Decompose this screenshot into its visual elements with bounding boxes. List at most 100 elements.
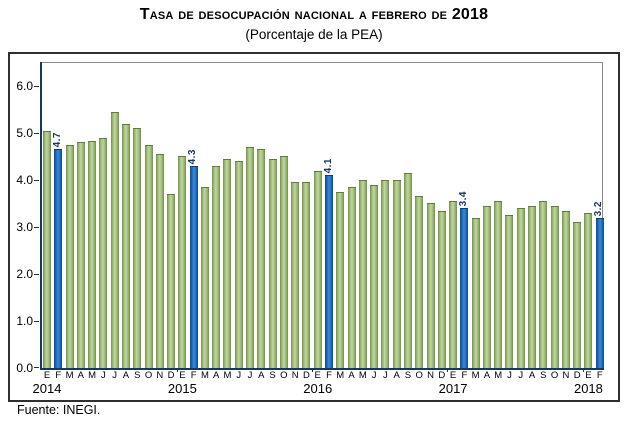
- bar-2017-M: [471, 218, 480, 368]
- bar-value-label: 3.4: [457, 190, 469, 206]
- month-label: D: [167, 370, 175, 381]
- bar-2014-M: [88, 141, 97, 368]
- y-tick-label: 4.0: [16, 173, 33, 187]
- year-label: 2017: [438, 381, 468, 396]
- y-tick-mark: [34, 320, 39, 322]
- month-label: F: [326, 370, 332, 381]
- bar-2017-E: [449, 201, 458, 368]
- bar-2014-O: [144, 145, 153, 368]
- month-label: J: [112, 370, 118, 381]
- month-label: S: [269, 370, 276, 381]
- bar-2017-J: [505, 215, 514, 368]
- plot-border-right: [602, 62, 603, 368]
- bar-2017-M: [494, 201, 503, 368]
- bar-2016-A: [347, 187, 356, 368]
- bar-2015-A: [257, 149, 266, 368]
- y-tick-label: 5.0: [16, 126, 33, 140]
- y-tick-label: 0.0: [16, 361, 33, 375]
- plot-area: 0.0 1.0 2.0 3.0 4.0 5.0 6.0 E 2014 F 4.7 M A M J J A S O N D…: [16, 62, 605, 396]
- month-label: O: [550, 370, 559, 381]
- year-separator-tick: [447, 368, 449, 372]
- month-label: A: [122, 370, 130, 381]
- month-label: M: [88, 370, 97, 381]
- bar-2015-F-highlight: [189, 166, 198, 368]
- bar-2014-S: [133, 128, 142, 368]
- month-label: E: [314, 370, 321, 381]
- month-label: M: [65, 370, 74, 381]
- bar-2017-D: [573, 222, 582, 368]
- bar-2015-E: [178, 156, 187, 368]
- month-label: S: [540, 370, 547, 381]
- month-label: J: [101, 370, 106, 381]
- bar-2017-J: [516, 208, 525, 368]
- bar-value-label: 4.1: [322, 157, 334, 173]
- y-tick-label: 3.0: [16, 220, 33, 234]
- month-label: F: [190, 370, 197, 381]
- month-label: F: [55, 370, 62, 381]
- y-tick-label: 1.0: [16, 314, 33, 328]
- bar-2017-A: [482, 206, 491, 368]
- y-tick-mark: [34, 179, 39, 181]
- year-label: 2014: [32, 381, 62, 396]
- month-label: N: [427, 370, 434, 381]
- x-axis-line: [40, 368, 604, 370]
- month-label: M: [200, 370, 209, 381]
- bar-2018-E: [584, 213, 593, 368]
- bar-2017-S: [539, 201, 548, 368]
- bar-2014-F-highlight: [54, 149, 63, 368]
- bar-value-label: 4.3: [187, 148, 199, 164]
- bar-2015-N: [291, 182, 300, 368]
- bar-2016-M: [336, 192, 345, 368]
- month-label: D: [438, 370, 446, 381]
- month-label: D: [303, 370, 310, 381]
- month-label: E: [585, 370, 592, 381]
- bar-2016-F-highlight: [325, 175, 333, 368]
- month-label: N: [156, 370, 164, 381]
- year-label: 2016: [303, 381, 333, 396]
- plot-border-top: [42, 62, 603, 63]
- month-label: M: [336, 370, 345, 381]
- bar-value-label: 3.2: [593, 200, 605, 216]
- bar-2015-J: [234, 161, 243, 368]
- bar-2017-F-highlight: [460, 208, 469, 368]
- month-label: J: [236, 370, 242, 381]
- y-tick-mark: [34, 367, 39, 368]
- bar-2015-M: [223, 159, 232, 368]
- bar-2014-A: [76, 142, 85, 368]
- month-label: A: [393, 370, 400, 381]
- chart-subtitle: (Porcentaje de la PEA): [245, 27, 383, 42]
- bar-2017-O: [550, 206, 559, 368]
- bar-2017-N: [561, 211, 570, 368]
- year-separator-tick: [176, 368, 178, 372]
- month-label: S: [134, 370, 141, 381]
- y-tick-mark: [34, 226, 39, 228]
- bar-2014-A: [121, 124, 130, 368]
- month-label: F: [596, 370, 603, 381]
- month-label: J: [518, 370, 524, 381]
- month-label: A: [348, 370, 355, 381]
- bar-2015-A: [212, 166, 221, 368]
- month-label: D: [573, 370, 581, 381]
- month-label: J: [383, 370, 388, 381]
- bar-2016-O: [415, 196, 424, 368]
- month-label: S: [404, 370, 412, 381]
- month-label: N: [562, 370, 570, 381]
- month-label: J: [247, 370, 253, 381]
- month-label: M: [358, 370, 367, 381]
- year-label: 2018: [573, 381, 603, 396]
- chart-title: Tasa de desocupación nacional a febrero …: [139, 6, 489, 23]
- month-label: O: [280, 370, 288, 381]
- month-label: M: [223, 370, 232, 381]
- month-label: O: [415, 370, 423, 381]
- month-label: E: [43, 370, 51, 381]
- month-label: F: [461, 370, 468, 381]
- bar-2015-J: [246, 147, 255, 368]
- bar-2017-A: [528, 206, 537, 368]
- bar-2016-J: [381, 180, 390, 368]
- y-tick-mark: [34, 85, 39, 87]
- bar-2015-D: [302, 182, 311, 368]
- y-tick-mark: [34, 273, 39, 275]
- bar-2014-M: [65, 145, 74, 368]
- bar-2016-D: [437, 211, 446, 368]
- year-separator-tick: [582, 368, 584, 372]
